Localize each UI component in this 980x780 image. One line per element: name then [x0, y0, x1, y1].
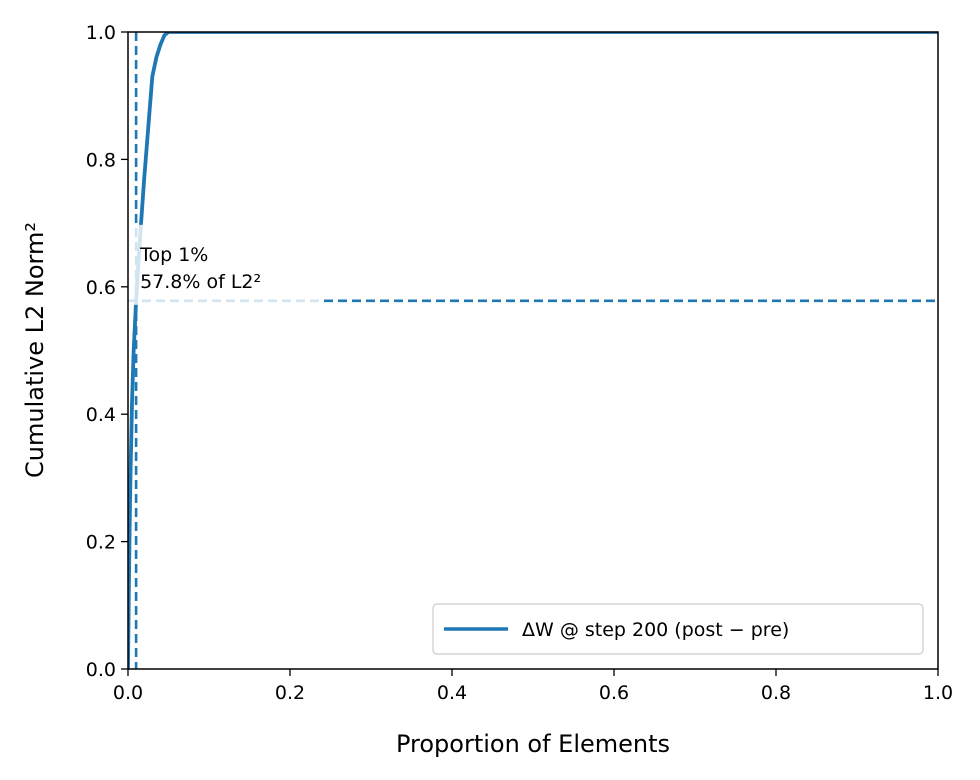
y-tick-label: 0.0: [86, 659, 116, 681]
x-tick-label: 0.0: [113, 682, 143, 704]
series-line-0: [128, 32, 938, 669]
legend-box: [432, 603, 924, 655]
x-tick-label: 0.4: [437, 682, 467, 704]
series-layer: [128, 32, 938, 669]
y-tick-label: 0.2: [86, 532, 116, 554]
y-tick-label: 0.6: [86, 277, 116, 299]
y-axis-ticks: 0.0 0.2 0.4 0.6 0.8 1.0: [86, 22, 128, 681]
x-tick-label: 0.2: [275, 682, 305, 704]
annotation-line-1: Top 1%: [139, 244, 208, 266]
y-tick-label: 0.4: [86, 404, 116, 426]
annotation: Top 1% 57.8% of L2²: [124, 224, 324, 305]
legend-series-label: ΔW @ step 200 (post − pre): [522, 619, 789, 641]
x-tick-label: 1.0: [923, 682, 953, 704]
y-tick-label: 0.8: [86, 149, 116, 171]
y-axis-label: Cumulative L2 Norm²: [21, 222, 49, 478]
x-tick-label: 0.8: [761, 682, 791, 704]
x-axis-label: Proportion of Elements: [396, 730, 670, 758]
reference-lines: [128, 32, 938, 669]
y-tick-label: 1.0: [86, 22, 116, 44]
x-tick-label: 0.6: [599, 682, 629, 704]
annotation-box: [124, 224, 324, 305]
legend: ΔW @ step 200 (post − pre): [432, 603, 924, 655]
plot-frame: [127, 31, 939, 670]
x-axis-ticks: 0.0 0.2 0.4 0.6 0.8 1.0: [113, 669, 953, 704]
annotation-line-2: 57.8% of L2²: [140, 271, 261, 293]
